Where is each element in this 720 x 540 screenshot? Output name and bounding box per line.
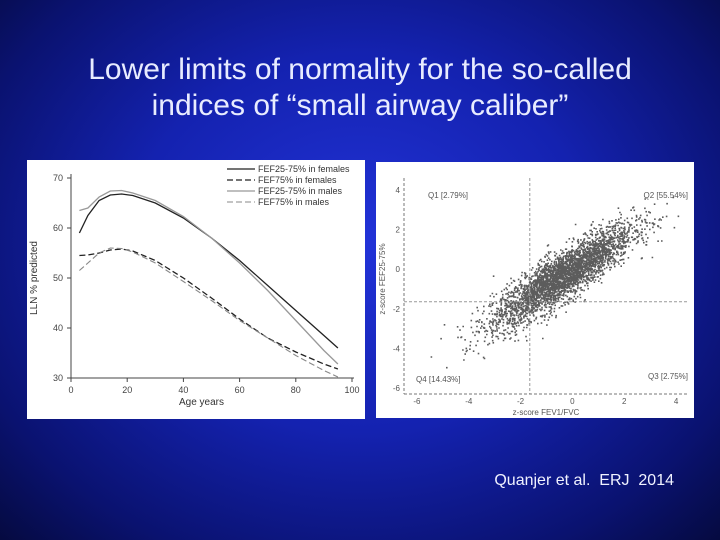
scatter-points (430, 196, 680, 369)
slide-title-line2: indices of “small airway caliber” (151, 89, 569, 122)
scatter-y-tick-label: -4 (393, 344, 401, 353)
quadrant-label-q3: Q3 [2.75%] (648, 372, 688, 381)
y-tick-label: 70 (53, 173, 63, 183)
zscore-scatter-chart: -6 -4 -2 0 2 4 -6 -4 -2 0 2 4 Q1 [2.79%] Q2 [55.54%… (378, 178, 689, 417)
lln-line-chart-panel: 30 40 50 60 70 0 20 40 60 80 100 FEF25-75% in fema… (27, 160, 365, 419)
scatter-y-tick-label: -6 (393, 384, 401, 393)
scatter-xlabel: z-score FEV1/FVC (513, 408, 580, 417)
x-tick-label: 60 (235, 385, 245, 395)
legend-label-1: FEF25-75% in females (258, 164, 350, 174)
slide-title: Lower limits of normality for the so-cal… (40, 52, 680, 124)
scatter-y-tick-label: 0 (396, 265, 401, 274)
scatter-ylabel: z-score FEF25-75% (378, 243, 387, 314)
x-tick-label: 80 (291, 385, 301, 395)
slide-title-line1: Lower limits of normality for the so-cal… (88, 53, 632, 86)
scatter-x-tick-label: 0 (570, 397, 575, 406)
quadrant-label-q4: Q4 [14.43%] (416, 375, 460, 384)
scatter-x-tick-label: -4 (465, 397, 473, 406)
scatter-point-cloud (430, 196, 680, 369)
series-line-3 (79, 189, 339, 365)
scatter-x-tick-label: -2 (517, 397, 525, 406)
x-tick-label: 40 (178, 385, 188, 395)
line-chart-xlabel: Age years (179, 397, 224, 408)
scatter-x-tick-label: 2 (622, 397, 627, 406)
series-line-1 (78, 193, 339, 349)
series-line-2 (79, 248, 339, 370)
line-chart-ylabel: LLN % predicted (29, 241, 40, 315)
scatter-x-tick-label: 4 (674, 397, 679, 406)
quadrant-label-q1: Q1 [2.79%] (428, 191, 468, 200)
scatter-y-tick-label: 4 (396, 186, 401, 195)
legend-label-2: FEF75% in females (258, 175, 337, 185)
series-line-4 (79, 247, 339, 378)
x-tick-label: 0 (68, 385, 73, 395)
line-chart-series (78, 189, 339, 378)
quadrant-label-q2: Q2 [55.54%] (644, 191, 688, 200)
scatter-axes: -6 -4 -2 0 2 4 -6 -4 -2 0 2 4 (393, 178, 689, 406)
line-chart-axes: 30 40 50 60 70 0 20 40 60 80 100 (53, 173, 360, 395)
scatter-y-tick-label: -2 (393, 305, 401, 314)
citation: Quanjer et al. ERJ 2014 (494, 472, 674, 489)
x-tick-label: 100 (344, 385, 359, 395)
y-tick-label: 30 (53, 373, 63, 383)
y-tick-label: 60 (53, 223, 63, 233)
zscore-scatter-panel: -6 -4 -2 0 2 4 -6 -4 -2 0 2 4 Q1 [2.79%] Q2 [55.54%… (376, 162, 694, 418)
legend-label-3: FEF25-75% in males (258, 186, 343, 196)
y-tick-label: 40 (53, 323, 63, 333)
scatter-y-tick-label: 2 (396, 226, 401, 235)
legend-label-4: FEF75% in males (258, 197, 330, 207)
lln-line-chart: 30 40 50 60 70 0 20 40 60 80 100 FEF25-75% in fema… (29, 164, 360, 408)
x-tick-label: 20 (122, 385, 132, 395)
scatter-x-tick-label: -6 (413, 397, 421, 406)
y-tick-label: 50 (53, 273, 63, 283)
